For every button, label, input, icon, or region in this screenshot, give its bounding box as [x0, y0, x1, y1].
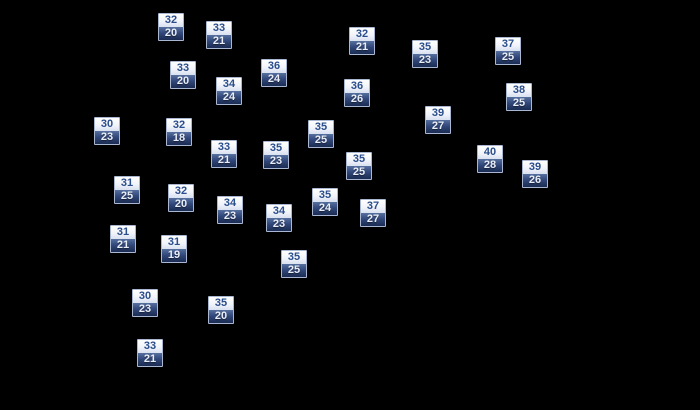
temp-high-value: 32: [350, 28, 374, 41]
temp-low-value: 20: [159, 27, 183, 40]
temp-low-value: 18: [167, 132, 191, 145]
temp-low-value: 26: [345, 93, 369, 106]
temp-low-value: 20: [209, 310, 233, 323]
temp-high-value: 31: [162, 236, 186, 249]
temp-label[interactable]: 32 20: [168, 184, 194, 212]
temp-high-value: 37: [361, 200, 385, 213]
temp-low-value: 25: [115, 190, 139, 203]
temp-high-value: 32: [167, 119, 191, 132]
temp-label[interactable]: 37 27: [360, 199, 386, 227]
temp-low-value: 25: [347, 166, 371, 179]
temp-low-value: 21: [111, 239, 135, 252]
temp-low-value: 26: [523, 174, 547, 187]
temp-low-value: 27: [426, 120, 450, 133]
temp-high-value: 35: [347, 153, 371, 166]
temp-low-value: 23: [95, 131, 119, 144]
temp-high-value: 37: [496, 38, 520, 51]
temp-label[interactable]: 33 21: [211, 140, 237, 168]
temp-low-value: 20: [169, 198, 193, 211]
temp-low-value: 20: [171, 75, 195, 88]
temp-label[interactable]: 40 28: [477, 145, 503, 173]
temp-label[interactable]: 35 20: [208, 296, 234, 324]
temp-label[interactable]: 39 27: [425, 106, 451, 134]
temp-label[interactable]: 39 26: [522, 160, 548, 188]
temp-label[interactable]: 33 21: [206, 21, 232, 49]
temp-high-value: 33: [212, 141, 236, 154]
temp-high-value: 30: [133, 290, 157, 303]
temp-high-value: 35: [313, 189, 337, 202]
temp-low-value: 23: [218, 210, 242, 223]
temp-label[interactable]: 38 25: [506, 83, 532, 111]
temp-low-value: 19: [162, 249, 186, 262]
temp-label[interactable]: 35 25: [308, 120, 334, 148]
temp-high-value: 39: [523, 161, 547, 174]
temp-low-value: 21: [350, 41, 374, 54]
temp-label[interactable]: 37 25: [495, 37, 521, 65]
temp-high-value: 35: [282, 251, 306, 264]
temp-low-value: 25: [496, 51, 520, 64]
temp-high-value: 35: [264, 142, 288, 155]
temp-high-value: 32: [159, 14, 183, 27]
temp-low-value: 27: [361, 213, 385, 226]
temp-high-value: 36: [345, 80, 369, 93]
temp-low-value: 28: [478, 159, 502, 172]
temp-low-value: 25: [282, 264, 306, 277]
temp-high-value: 32: [169, 185, 193, 198]
temp-label[interactable]: 35 25: [346, 152, 372, 180]
temp-high-value: 39: [426, 107, 450, 120]
temp-label[interactable]: 35 23: [263, 141, 289, 169]
temp-label[interactable]: 35 25: [281, 250, 307, 278]
temp-label[interactable]: 33 20: [170, 61, 196, 89]
temp-low-value: 24: [262, 73, 286, 86]
temp-label[interactable]: 31 21: [110, 225, 136, 253]
temp-label[interactable]: 35 23: [412, 40, 438, 68]
temp-label[interactable]: 32 18: [166, 118, 192, 146]
temp-high-value: 34: [267, 205, 291, 218]
temp-low-value: 24: [217, 91, 241, 104]
temp-label[interactable]: 35 24: [312, 188, 338, 216]
temp-high-value: 34: [217, 78, 241, 91]
temp-label[interactable]: 32 21: [349, 27, 375, 55]
temp-high-value: 35: [209, 297, 233, 310]
temp-label[interactable]: 34 24: [216, 77, 242, 105]
temp-label[interactable]: 30 23: [94, 117, 120, 145]
temp-high-value: 40: [478, 146, 502, 159]
temp-label[interactable]: 32 20: [158, 13, 184, 41]
temp-high-value: 33: [207, 22, 231, 35]
temp-low-value: 21: [212, 154, 236, 167]
temp-label[interactable]: 30 23: [132, 289, 158, 317]
temp-low-value: 23: [264, 155, 288, 168]
temp-low-value: 23: [133, 303, 157, 316]
temp-low-value: 25: [507, 97, 531, 110]
temp-high-value: 34: [218, 197, 242, 210]
temp-label[interactable]: 34 23: [266, 204, 292, 232]
temp-label[interactable]: 31 25: [114, 176, 140, 204]
temp-high-value: 35: [413, 41, 437, 54]
temp-label[interactable]: 31 19: [161, 235, 187, 263]
temp-low-value: 24: [313, 202, 337, 215]
temp-high-value: 36: [262, 60, 286, 73]
temp-low-value: 21: [138, 353, 162, 366]
temp-label[interactable]: 36 26: [344, 79, 370, 107]
temp-low-value: 23: [267, 218, 291, 231]
temp-low-value: 23: [413, 54, 437, 67]
temp-label[interactable]: 36 24: [261, 59, 287, 87]
temp-high-value: 31: [115, 177, 139, 190]
temp-high-value: 35: [309, 121, 333, 134]
temp-low-value: 25: [309, 134, 333, 147]
temp-high-value: 31: [111, 226, 135, 239]
temp-high-value: 33: [138, 340, 162, 353]
temp-high-value: 38: [507, 84, 531, 97]
temp-high-value: 30: [95, 118, 119, 131]
temp-label[interactable]: 33 21: [137, 339, 163, 367]
temp-low-value: 21: [207, 35, 231, 48]
temp-label[interactable]: 34 23: [217, 196, 243, 224]
temp-high-value: 33: [171, 62, 195, 75]
